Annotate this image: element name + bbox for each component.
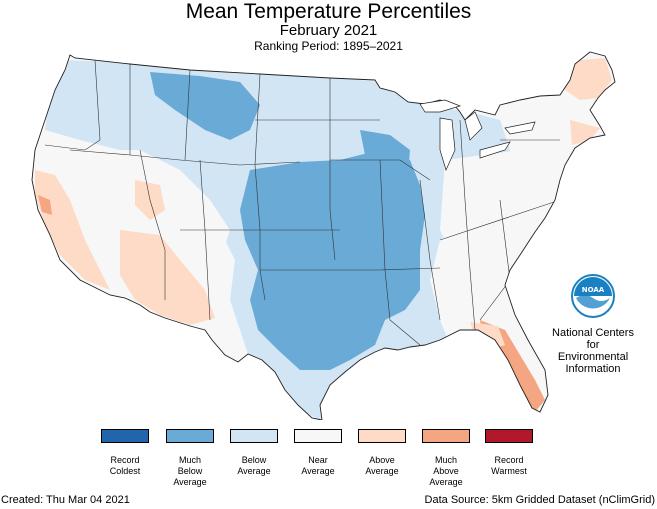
legend-item-much-above: Much Above Average: [411, 429, 481, 488]
organization-name: National Centers for Environmental Infor…: [548, 327, 638, 375]
data-source: Data Source: 5km Gridded Dataset (nClimG…: [424, 494, 655, 506]
great-lakes: [419, 99, 536, 171]
legend: Record Coldest Much Below Average Below Aver…: [0, 429, 657, 499]
legend-label: Record Coldest: [109, 455, 141, 476]
org-line-3: Information: [565, 363, 621, 375]
legend-swatch: [485, 429, 533, 443]
legend-item-below: Below Average: [219, 429, 289, 477]
us-temperature-map: [31, 51, 616, 420]
org-line-2: Environmental: [557, 351, 629, 363]
legend-swatch: [101, 429, 149, 443]
legend-label: Much Above Average: [429, 455, 463, 487]
legend-swatch: [166, 429, 214, 443]
legend-swatch: [230, 429, 278, 443]
legend-item-much-below: Much Below Average: [155, 429, 225, 488]
state-boundaries: [44, 59, 561, 346]
legend-label: Above Average: [365, 455, 399, 476]
svg-text:NOAA: NOAA: [582, 286, 605, 294]
map-title: Mean Temperature Percentiles: [185, 0, 472, 23]
legend-label: Much Below Average: [173, 455, 207, 487]
legend-swatch: [294, 429, 342, 443]
legend-item-above: Above Average: [347, 429, 417, 477]
map-subtitle: February 2021: [279, 22, 378, 39]
legend-item-near: Near Average: [283, 429, 353, 477]
legend-label: Near Average: [301, 455, 335, 476]
legend-swatch: [422, 429, 470, 443]
noaa-logo-icon: NOAA: [571, 274, 615, 318]
legend-label: Record Warmest: [491, 455, 527, 476]
legend-label: Below Average: [237, 455, 271, 476]
created-date: Created: Thu Mar 04 2021: [1, 494, 130, 506]
legend-item-record-coldest: Record Coldest: [90, 429, 160, 477]
legend-swatch: [358, 429, 406, 443]
org-line-1: National Centers for: [552, 327, 634, 351]
legend-item-record-warmest: Record Warmest: [474, 429, 544, 477]
ranking-period: Ranking Period: 1895–2021: [254, 39, 403, 53]
